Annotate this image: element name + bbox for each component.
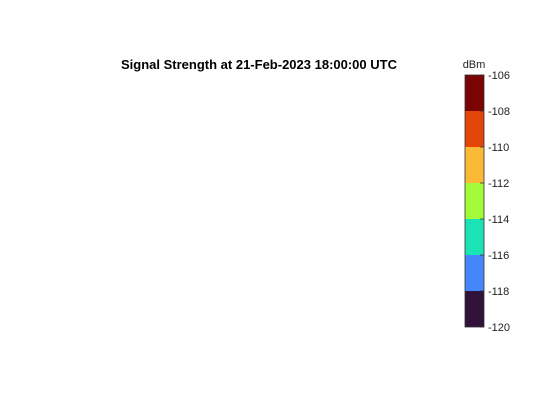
chart-title: Signal Strength at 21-Feb-2023 18:00:00 … (121, 57, 398, 72)
colorbar-tick-label: -112 (488, 178, 509, 190)
colorbar-tick-label: -118 (488, 286, 509, 298)
colorbar-swatch (465, 147, 484, 183)
colorbar-tick-label: -114 (488, 214, 509, 226)
colorbar-tick-label: -108 (488, 106, 510, 118)
colorbar-swatch (465, 183, 484, 219)
colorbar-tick-label: -116 (488, 250, 509, 262)
graticule (0, 0, 560, 6)
colorbar-tick-label: -110 (488, 142, 509, 154)
map-area: BrisbaneSydneyMelbourne (0, 0, 560, 25)
colorbar-label: dBm (463, 59, 486, 71)
parallel-line (0, 0, 560, 6)
colorbar-swatch (465, 75, 484, 111)
colorbar: dBm -106 -108 -110 -112 -114 -116 -118 -120 (463, 59, 510, 334)
colorbar-swatch (465, 291, 484, 327)
colorbar-tick-label: -106 (488, 70, 510, 82)
axis-ticks: 10° S20° S30° S40° S110° E120° E130° E14… (0, 0, 560, 13)
colorbar-outline (464, 74, 485, 328)
colorbar-swatch (465, 255, 484, 291)
colorbar-swatch (465, 219, 484, 255)
colorbar-tick-label: -120 (488, 322, 510, 334)
map-frame (0, 0, 560, 25)
map-frame-outline (0, 0, 560, 25)
colorbar-swatch (465, 111, 484, 147)
